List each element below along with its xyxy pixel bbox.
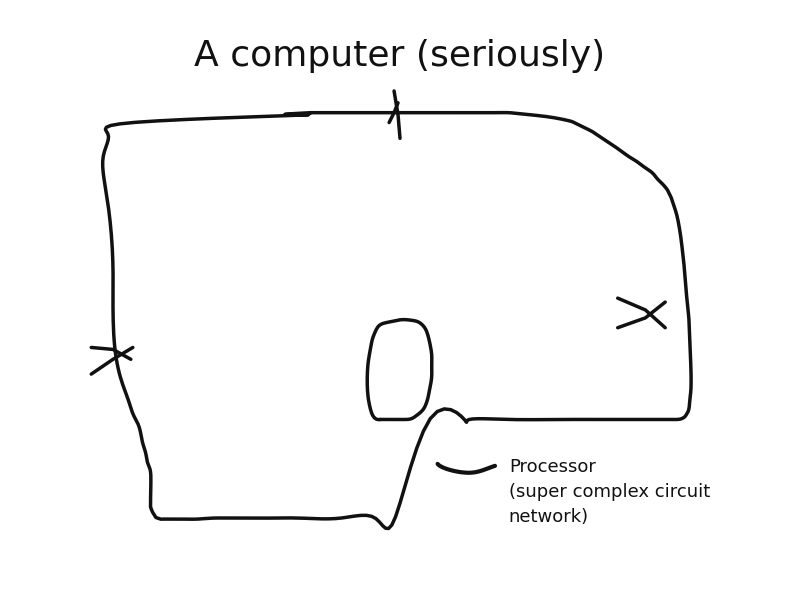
Text: A computer (seriously): A computer (seriously)	[194, 39, 606, 73]
Text: Processor
(super complex circuit
network): Processor (super complex circuit network…	[509, 458, 710, 526]
